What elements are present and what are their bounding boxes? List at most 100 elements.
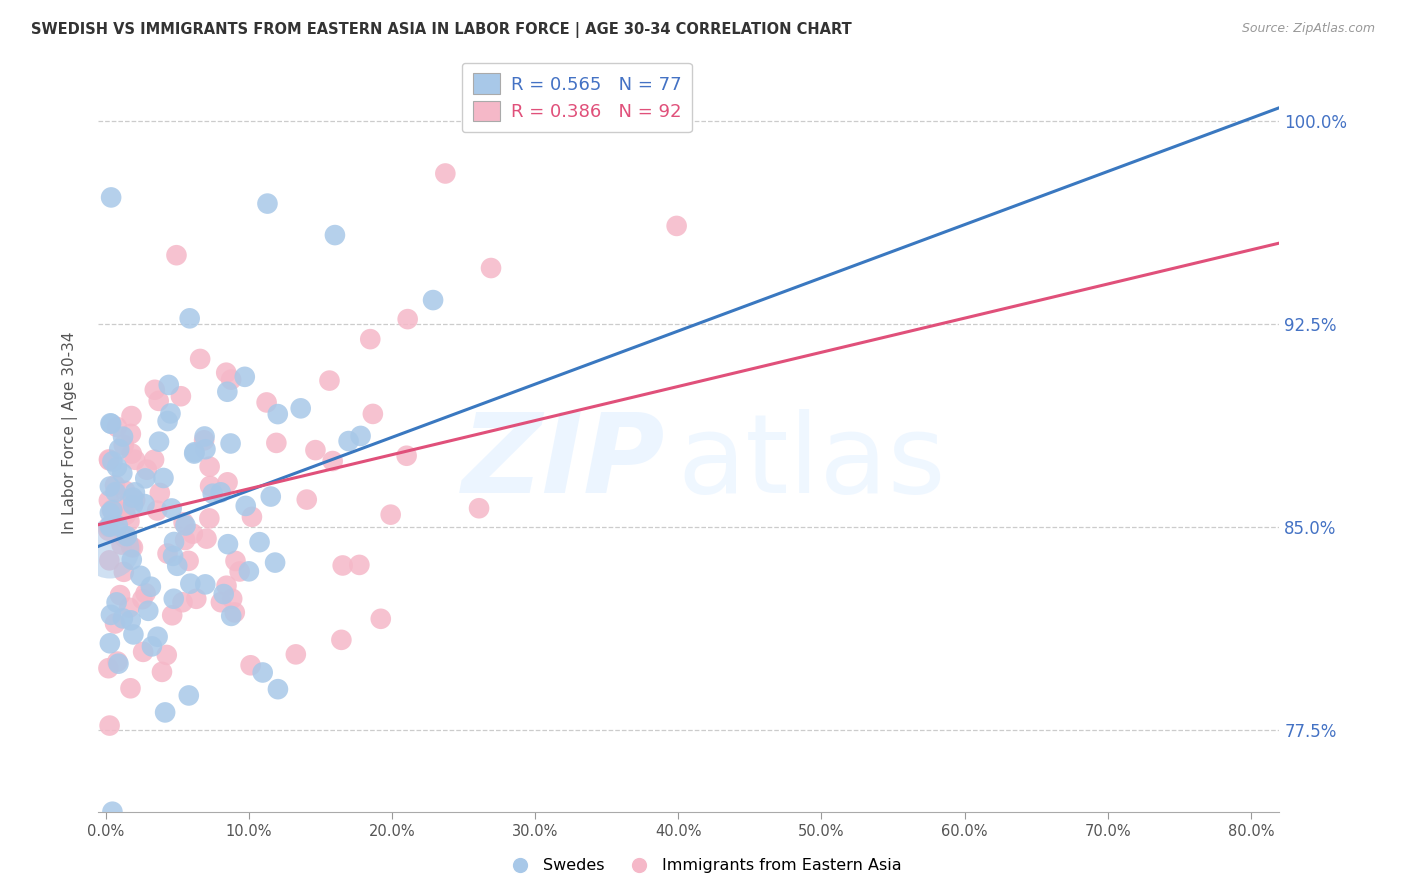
Point [143, 452, 166, 467]
Point [97, 524, 120, 538]
Point [98, 479, 121, 493]
Point [267, 682, 290, 697]
Point [108, 588, 131, 602]
Point [149, 486, 172, 500]
Point [101, 805, 124, 819]
Point [177, 554, 200, 568]
Point [260, 490, 283, 504]
Point [104, 478, 127, 492]
Point [193, 434, 215, 448]
Point [166, 248, 188, 262]
Point [267, 407, 290, 421]
Point [100, 190, 122, 204]
Point [143, 383, 166, 397]
Point [152, 471, 174, 485]
Point [212, 587, 235, 601]
Point [121, 552, 143, 566]
Point [104, 485, 127, 500]
Point [177, 689, 200, 703]
Point [98, 506, 121, 520]
Point [395, 449, 418, 463]
Point [98, 453, 121, 467]
Point [97, 520, 120, 534]
Legend: Swedes, Immigrants from Eastern Asia: Swedes, Immigrants from Eastern Asia [498, 852, 908, 880]
Point [162, 549, 184, 563]
Point [118, 491, 141, 506]
Point [114, 483, 136, 498]
Point [239, 658, 262, 673]
Point [235, 499, 257, 513]
Point [122, 541, 145, 555]
Point [97, 661, 120, 675]
Point [150, 665, 173, 679]
Point [266, 436, 288, 450]
Point [139, 580, 162, 594]
Point [98, 518, 121, 533]
Point [124, 493, 146, 508]
Point [115, 529, 138, 543]
Point [174, 518, 197, 533]
Point [105, 595, 128, 609]
Point [120, 540, 142, 554]
Point [135, 586, 157, 600]
Point [252, 665, 274, 680]
Point [98, 718, 121, 732]
Point [238, 565, 260, 579]
Point [100, 607, 122, 622]
Point [156, 414, 179, 428]
Point [160, 608, 183, 623]
Point [157, 378, 180, 392]
Point [219, 373, 242, 387]
Point [135, 463, 157, 477]
Point [318, 374, 340, 388]
Point [107, 657, 129, 671]
Point [322, 454, 344, 468]
Point [120, 681, 142, 696]
Point [665, 219, 688, 233]
Point [153, 706, 176, 720]
Point [97, 452, 120, 467]
Point [134, 471, 156, 485]
Point [173, 516, 195, 530]
Point [224, 606, 246, 620]
Point [131, 592, 153, 607]
Point [304, 443, 326, 458]
Point [198, 511, 221, 525]
Point [124, 452, 146, 467]
Point [323, 228, 346, 243]
Point [217, 384, 239, 399]
Point [219, 608, 242, 623]
Point [188, 351, 211, 366]
Point [396, 312, 419, 326]
Point [114, 531, 136, 545]
Point [120, 426, 142, 441]
Point [233, 369, 256, 384]
Point [209, 485, 232, 500]
Point [121, 447, 143, 461]
Text: atlas: atlas [678, 409, 946, 516]
Point [295, 492, 318, 507]
Point [337, 434, 360, 448]
Point [186, 591, 208, 606]
Point [105, 460, 128, 475]
Point [215, 579, 238, 593]
Point [215, 366, 238, 380]
Point [179, 311, 201, 326]
Point [249, 535, 271, 549]
Point [112, 429, 135, 443]
Point [256, 395, 278, 409]
Point [219, 436, 242, 450]
Legend: R = 0.565   N = 77, R = 0.386   N = 92: R = 0.565 N = 77, R = 0.386 N = 92 [461, 62, 692, 132]
Point [284, 648, 307, 662]
Point [290, 401, 312, 416]
Point [132, 645, 155, 659]
Point [141, 640, 163, 654]
Point [111, 467, 134, 481]
Point [108, 442, 131, 457]
Point [224, 554, 246, 568]
Point [166, 558, 188, 573]
Point [104, 616, 127, 631]
Point [97, 493, 120, 508]
Point [134, 497, 156, 511]
Point [112, 438, 135, 452]
